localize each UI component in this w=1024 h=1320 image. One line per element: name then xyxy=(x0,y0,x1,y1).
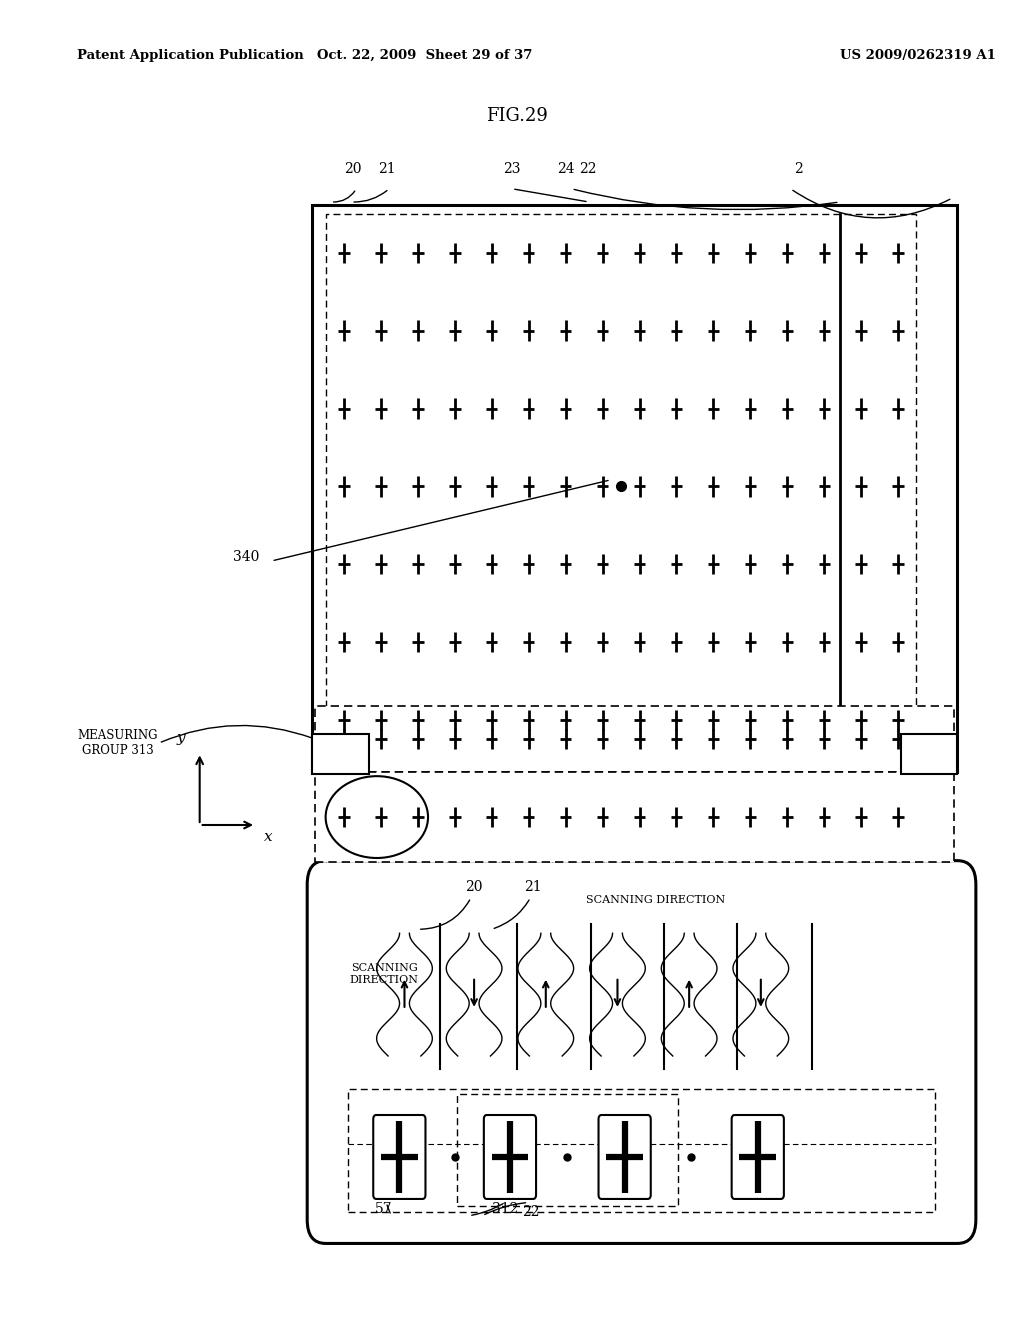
Text: x: x xyxy=(264,830,272,843)
FancyBboxPatch shape xyxy=(373,1115,426,1199)
FancyBboxPatch shape xyxy=(731,1115,784,1199)
FancyBboxPatch shape xyxy=(307,861,976,1243)
Text: 20: 20 xyxy=(465,880,483,894)
Text: 340: 340 xyxy=(232,550,259,564)
Text: Patent Application Publication: Patent Application Publication xyxy=(77,49,303,62)
FancyBboxPatch shape xyxy=(483,1115,537,1199)
Text: 57: 57 xyxy=(375,1203,393,1216)
Text: 24: 24 xyxy=(557,162,575,176)
Text: 21: 21 xyxy=(378,162,396,176)
Bar xyxy=(312,205,957,772)
Bar xyxy=(326,214,916,759)
Text: 21: 21 xyxy=(523,880,542,894)
Bar xyxy=(315,772,954,862)
Bar xyxy=(348,1089,935,1212)
Text: 20: 20 xyxy=(344,162,362,176)
Bar xyxy=(457,1094,678,1206)
Text: MEASURING
GROUP 313: MEASURING GROUP 313 xyxy=(78,729,158,758)
Text: 23: 23 xyxy=(503,162,521,176)
Text: 312: 312 xyxy=(492,1203,518,1216)
Text: FIG.29: FIG.29 xyxy=(486,107,548,125)
FancyBboxPatch shape xyxy=(598,1115,651,1199)
Bar xyxy=(315,706,954,772)
Text: SCANNING
DIRECTION: SCANNING DIRECTION xyxy=(349,964,419,985)
Text: Oct. 22, 2009  Sheet 29 of 37: Oct. 22, 2009 Sheet 29 of 37 xyxy=(317,49,532,62)
Text: y: y xyxy=(177,731,185,744)
Text: US 2009/0262319 A1: US 2009/0262319 A1 xyxy=(840,49,995,62)
Text: SCANNING DIRECTION: SCANNING DIRECTION xyxy=(586,895,725,906)
Text: 2: 2 xyxy=(795,162,803,176)
Bar xyxy=(312,734,369,774)
Bar xyxy=(901,734,957,774)
Text: 22: 22 xyxy=(521,1205,540,1218)
Text: 22: 22 xyxy=(579,162,597,176)
